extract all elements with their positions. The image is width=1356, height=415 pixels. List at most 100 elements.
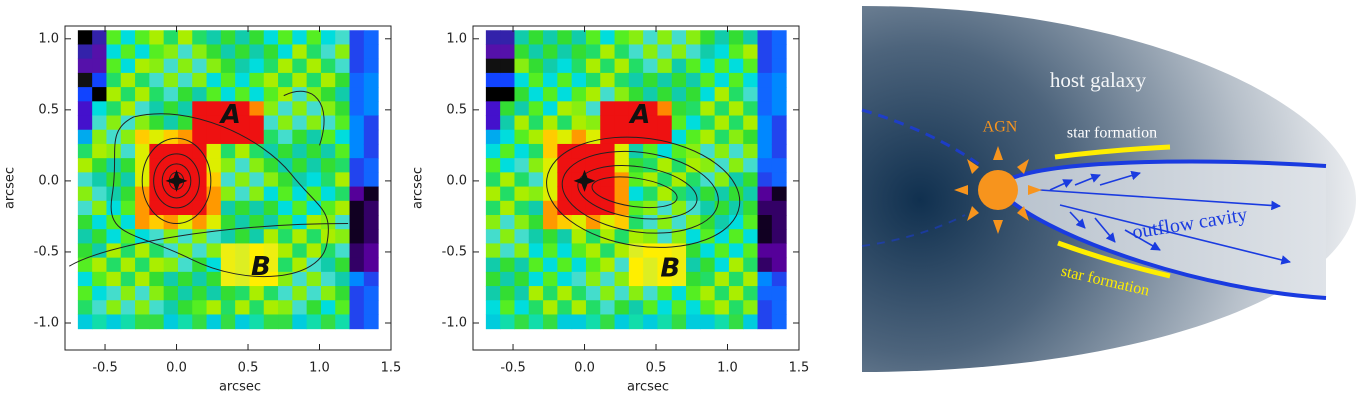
- pixel: [728, 58, 744, 74]
- pixel: [235, 129, 250, 145]
- pixel: [714, 101, 730, 117]
- pixel: [528, 271, 544, 287]
- pixel: [335, 286, 351, 301]
- pixel: [77, 172, 93, 188]
- pixel: [700, 143, 716, 159]
- x-tick-label: 0.5: [646, 361, 667, 376]
- pixel: [363, 257, 379, 273]
- pixel: [771, 44, 787, 60]
- pixel: [771, 229, 787, 244]
- pixel: [306, 143, 322, 159]
- pixel: [485, 129, 501, 145]
- y-tick-label: 1.0: [446, 31, 467, 46]
- pixel: [671, 115, 687, 131]
- pixel: [92, 44, 107, 60]
- pixel: [135, 286, 150, 301]
- pixel: [714, 243, 730, 259]
- pixel: [235, 243, 250, 259]
- pixel: [249, 243, 265, 259]
- pixel: [249, 115, 265, 131]
- pixel: [700, 87, 716, 102]
- pixel: [177, 101, 193, 117]
- pixel: [757, 115, 773, 131]
- pixel: [528, 143, 544, 159]
- pixel: [220, 158, 236, 173]
- pixel: [500, 87, 515, 102]
- pixel: [163, 286, 179, 301]
- pixel: [643, 186, 658, 202]
- pixel: [743, 30, 759, 45]
- pixel: [600, 200, 616, 216]
- pixel: [206, 143, 222, 159]
- pixel: [106, 257, 122, 273]
- pixel: [743, 101, 759, 117]
- pixel: [220, 215, 236, 230]
- pixel: [628, 243, 644, 259]
- pixel: [543, 44, 558, 60]
- pixel: [686, 72, 701, 88]
- pixel: [149, 101, 165, 117]
- pixel: [614, 243, 630, 259]
- pixel: [320, 200, 336, 216]
- y-tick-label: 0.0: [38, 173, 59, 188]
- pixel: [514, 101, 530, 117]
- pixel: [278, 143, 293, 159]
- pixel: [728, 286, 744, 301]
- pixel: [643, 271, 658, 287]
- pixel: [585, 44, 601, 60]
- pixel: [77, 143, 93, 159]
- pixel: [757, 30, 773, 45]
- pixel: [657, 229, 673, 244]
- pixel: [192, 186, 208, 202]
- pixel: [528, 215, 544, 230]
- pixel: [120, 44, 136, 60]
- pixel: [135, 129, 150, 145]
- pixel: [363, 172, 379, 188]
- pixel: [543, 115, 558, 131]
- star-formation-arc: [1057, 240, 1171, 279]
- pixel: [292, 143, 308, 159]
- pixel: [557, 44, 573, 60]
- pixel: [135, 314, 150, 330]
- pixel: [714, 87, 730, 102]
- pixel: [643, 286, 658, 301]
- pixel: [743, 286, 759, 301]
- pixel: [306, 186, 322, 202]
- pixel: [600, 115, 616, 131]
- pixel: [643, 314, 658, 330]
- pixel: [571, 243, 587, 259]
- pixel: [757, 44, 773, 60]
- pixel: [600, 243, 616, 259]
- pixel: [349, 215, 365, 230]
- pixel: [306, 44, 322, 60]
- pixel: [106, 129, 122, 145]
- pixel: [485, 143, 501, 159]
- pixel: [528, 58, 544, 74]
- pixel: [757, 143, 773, 159]
- pixel: [700, 101, 716, 117]
- pixel: [571, 314, 587, 330]
- pixel: [149, 172, 165, 188]
- pixel: [728, 172, 744, 188]
- pixel: [686, 44, 701, 60]
- pixel: [206, 101, 222, 117]
- pixel: [543, 58, 558, 74]
- pixel: [571, 300, 587, 315]
- pixel: [77, 215, 93, 230]
- pixel: [485, 158, 501, 173]
- pixel: [700, 72, 716, 88]
- pixel: [543, 101, 558, 117]
- pixel: [177, 172, 193, 188]
- pixel: [628, 300, 644, 315]
- pixel: [120, 286, 136, 301]
- pixel: [263, 314, 279, 330]
- y-tick-label: -0.5: [442, 244, 467, 259]
- pixel: [686, 257, 701, 273]
- region-label: B: [251, 252, 271, 282]
- region-label: A: [628, 100, 650, 130]
- pixel: [771, 286, 787, 301]
- pixel: [757, 58, 773, 74]
- y-tick-label: 1.0: [38, 31, 59, 46]
- agn-label: AGN: [983, 119, 1018, 136]
- contour: [141, 137, 212, 225]
